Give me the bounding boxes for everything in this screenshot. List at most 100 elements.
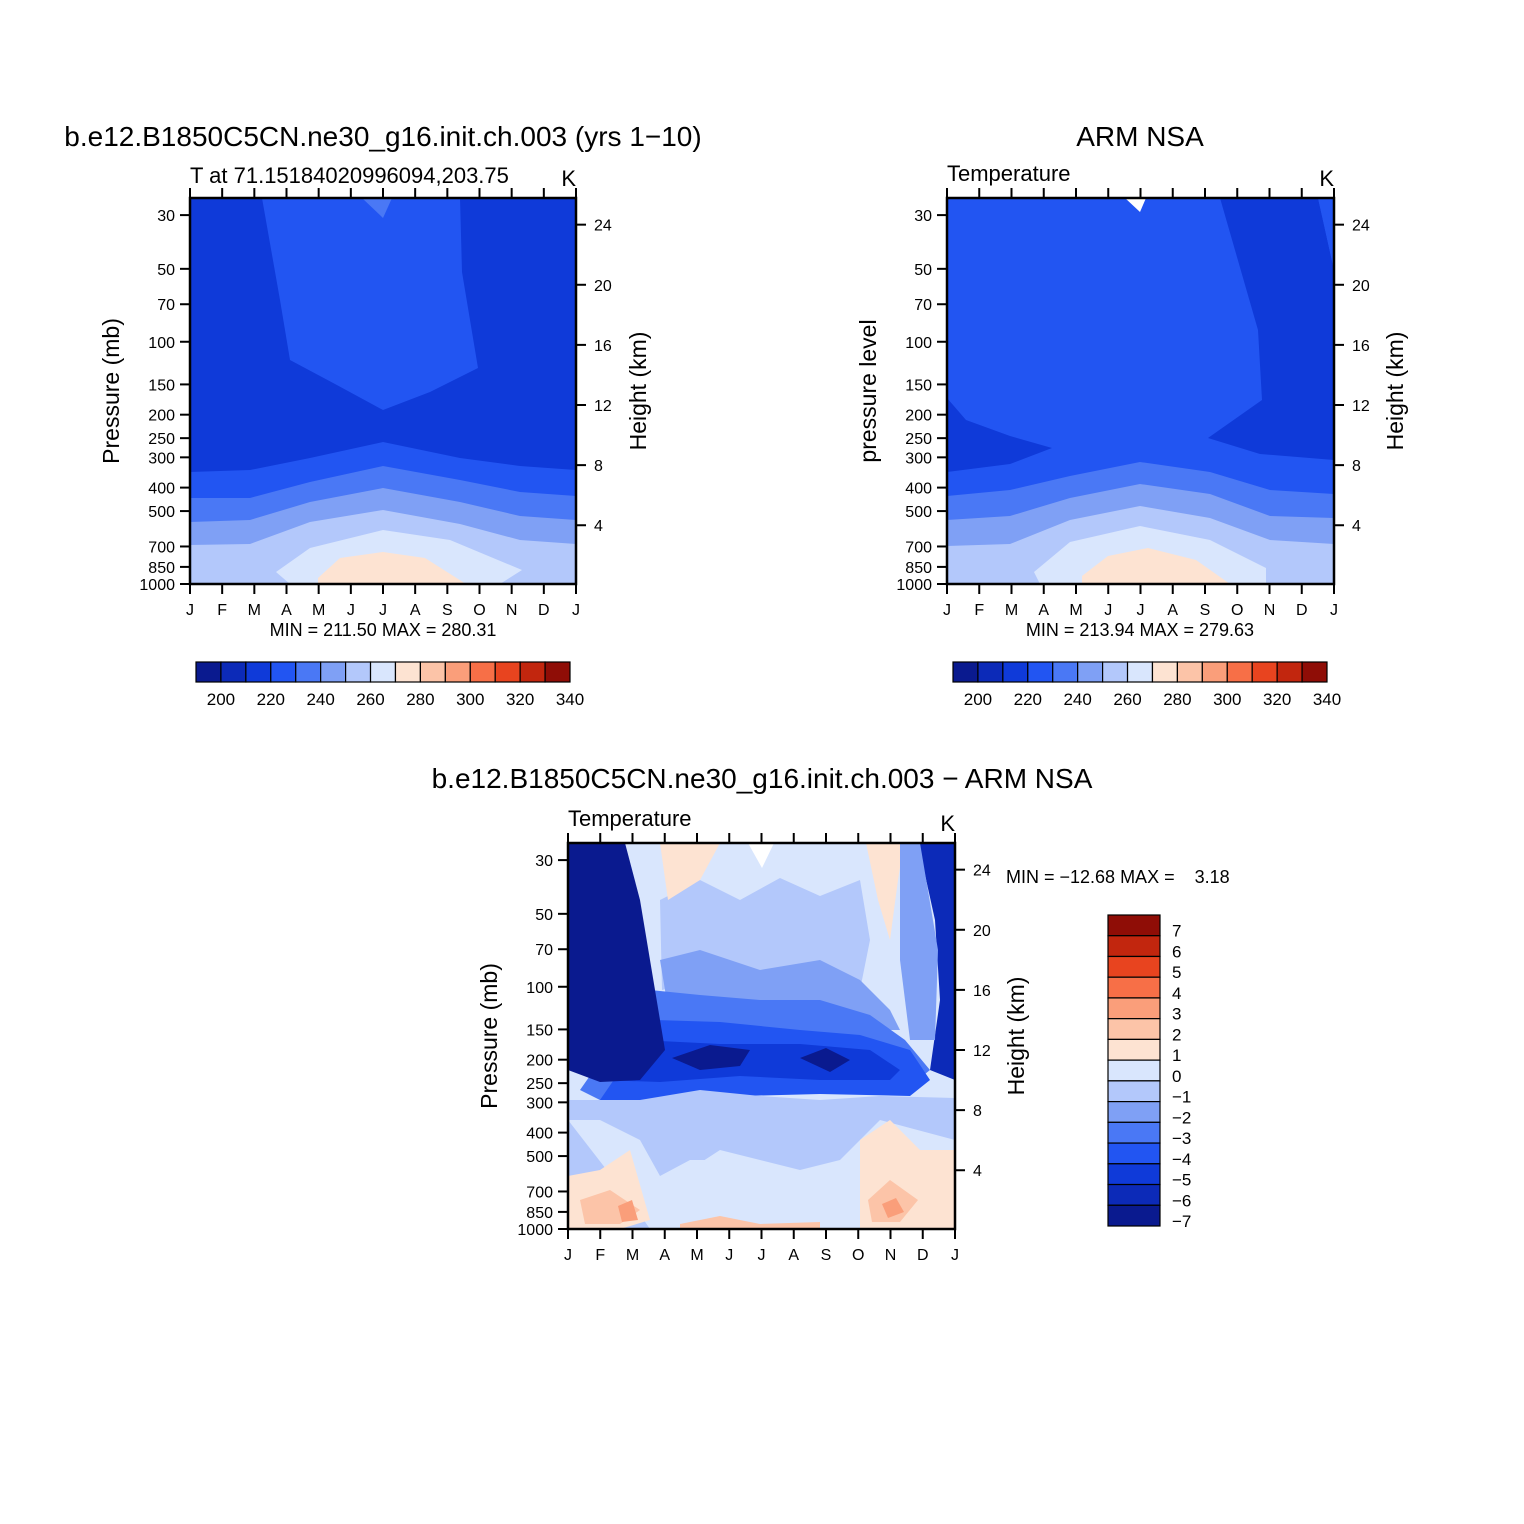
colorbar-swatch [345, 661, 372, 683]
band-pos2-low-right [882, 1198, 904, 1218]
y-tick-label: 100 [526, 980, 553, 997]
x-tick-label: F [217, 602, 227, 619]
y-right-tick-label: 24 [1352, 218, 1370, 235]
y-tick-label: 300 [905, 450, 932, 467]
x-tick-label: M [312, 602, 325, 619]
colorbar-swatch [369, 661, 397, 683]
min-max-stats: MIN = 211.50 MAX = 280.31 [270, 620, 497, 640]
y-tick-label: 30 [535, 853, 553, 870]
y-tick-label: 100 [148, 335, 175, 352]
contour-field [947, 198, 1334, 584]
y-axis-label: pressure level [855, 319, 881, 462]
y-tick-label: 1000 [517, 1222, 553, 1239]
x-tick-label: A [281, 602, 292, 619]
colorbar-swatch [1107, 1080, 1161, 1103]
y-tick-label: 1000 [139, 577, 175, 594]
x-tick-label: M [626, 1247, 639, 1264]
y-tick-label: 700 [905, 539, 932, 556]
colorbar-swatch [1107, 1059, 1161, 1082]
band-dark-right-strip [1318, 198, 1334, 270]
band-minus7-core2 [800, 1048, 850, 1072]
colorbar: 200 220 240 260 280 300 320 340 [952, 661, 1341, 709]
colorbar-label: 220 [1014, 690, 1042, 709]
band-pos2-low-left [618, 1200, 638, 1222]
x-tick-label: J [725, 1247, 733, 1264]
x-tick-label: O [1231, 602, 1243, 619]
y-tick-label: 700 [526, 1184, 553, 1201]
panel-subtitle-right: K [1319, 166, 1334, 191]
x-tick-label: O [852, 1247, 864, 1264]
panel-title: b.e12.B1850C5CN.ne30_g16.init.ch.003 − A… [432, 763, 1093, 794]
colorbar-swatch [1251, 661, 1278, 683]
x-tick-label: S [821, 1247, 832, 1264]
min-max-stats: MIN = 213.94 MAX = 279.63 [1026, 620, 1254, 640]
x-tick-label: J [1104, 602, 1112, 619]
x-tick-label: A [1038, 602, 1049, 619]
y-tick-label: 1000 [896, 577, 932, 594]
colorbar-swatch [977, 661, 1004, 683]
y-tick-label: 300 [526, 1095, 553, 1112]
x-tick-label: A [1167, 602, 1178, 619]
y-right-tick-label: 8 [594, 458, 603, 475]
y-right-tick-label: 20 [594, 278, 612, 295]
y-right-tick-label: 8 [1352, 458, 1361, 475]
y-right-tick-label: 24 [973, 863, 991, 880]
band-white-notch [1125, 198, 1146, 212]
y-tick-label: 70 [535, 942, 553, 959]
y-tick-label: 500 [148, 504, 175, 521]
colorbar-label: 1 [1172, 1046, 1181, 1065]
colorbar-swatch [1301, 661, 1328, 683]
band-290 [318, 552, 466, 584]
y-tick-label: 700 [148, 539, 175, 556]
panel-title: b.e12.B1850C5CN.ne30_g16.init.ch.003 (yr… [64, 121, 701, 152]
colorbar-label: 200 [207, 690, 235, 709]
colorbar-swatch [544, 661, 571, 683]
colorbar-swatch [1107, 1121, 1161, 1144]
colorbar-swatch [245, 661, 272, 683]
colorbar-label: 2 [1172, 1025, 1181, 1044]
y-right-tick-label: 16 [973, 983, 991, 1000]
x-tick-label: N [1264, 602, 1276, 619]
y-axis-label-right: Height (km) [1003, 977, 1029, 1096]
colorbar-swatch [195, 661, 222, 683]
band-dark-strat [1208, 198, 1334, 460]
x-tick-label: J [572, 602, 580, 619]
colorbar-swatch [444, 661, 471, 683]
colorbar-label: −6 [1172, 1191, 1191, 1210]
panel-diff: b.e12.B1850C5CN.ne30_g16.init.ch.003 − A… [432, 763, 1230, 1264]
y-tick-label: 30 [157, 208, 175, 225]
colorbar-swatch [1077, 661, 1104, 683]
x-tick-label: S [1200, 602, 1211, 619]
y-tick-label: 50 [535, 907, 553, 924]
panel-model: b.e12.B1850C5CN.ne30_g16.init.ch.003 (yr… [64, 121, 701, 709]
y-tick-label: 200 [526, 1053, 553, 1070]
y-right-tick-label: 4 [1352, 518, 1361, 535]
colorbar-label: 3 [1172, 1005, 1181, 1024]
y-tick-label: 500 [526, 1149, 553, 1166]
y-tick-label: 400 [905, 481, 932, 498]
colorbar-label: −3 [1172, 1129, 1191, 1148]
x-tick-label: O [473, 602, 485, 619]
y-axis-right: 24 20 16 12 8 4 [576, 218, 612, 535]
colorbar-swatch [1126, 661, 1154, 683]
colorbar-label: 0 [1172, 1067, 1181, 1086]
x-tick-label: J [347, 602, 355, 619]
y-right-tick-label: 16 [594, 338, 612, 355]
colorbar-swatch [1107, 1100, 1161, 1123]
colorbar-label: −5 [1172, 1171, 1191, 1190]
y-right-tick-label: 20 [973, 923, 991, 940]
colorbar-swatch [1107, 1038, 1161, 1061]
colorbar-label: 240 [306, 690, 334, 709]
y-tick-label: 250 [148, 431, 175, 448]
x-tick-label: D [1296, 602, 1308, 619]
y-tick-label: 50 [914, 262, 932, 279]
colorbar-label: 220 [257, 690, 285, 709]
x-tick-label: A [410, 602, 421, 619]
band-pos-surface [680, 1216, 820, 1229]
band-mid-strat [262, 198, 478, 410]
band-minus7-right [918, 843, 955, 1080]
colorbar-label: 5 [1172, 963, 1181, 982]
